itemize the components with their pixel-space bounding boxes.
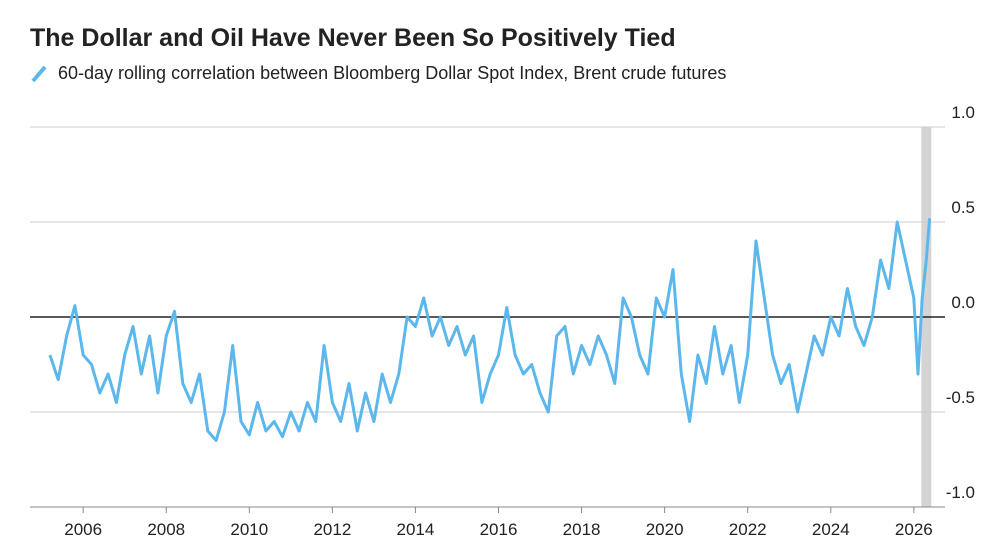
x-tick-label: 2012	[313, 520, 351, 539]
x-tick-label: 2008	[147, 520, 185, 539]
x-tick-label: 2014	[397, 520, 435, 539]
x-tick-label: 2018	[563, 520, 601, 539]
y-tick-label: 0.0	[951, 293, 975, 312]
x-tick-label: 2020	[646, 520, 684, 539]
x-tick-label: 2010	[230, 520, 268, 539]
x-tick-label: 2022	[729, 520, 767, 539]
x-tick-label: 2024	[812, 520, 850, 539]
y-tick-label: -0.5	[946, 388, 975, 407]
y-tick-label: 1.0	[951, 103, 975, 122]
series-line	[48, 218, 932, 442]
x-tick-label: 2016	[480, 520, 518, 539]
y-tick-label: -1.0	[946, 483, 975, 502]
legend-swatch	[31, 65, 47, 83]
y-tick-label: 0.5	[951, 198, 975, 217]
legend-label: 60-day rolling correlation between Bloom…	[58, 63, 726, 83]
x-tick-label: 2026	[895, 520, 933, 539]
x-tick-label: 2006	[64, 520, 102, 539]
chart-title: The Dollar and Oil Have Never Been So Po…	[30, 24, 676, 52]
